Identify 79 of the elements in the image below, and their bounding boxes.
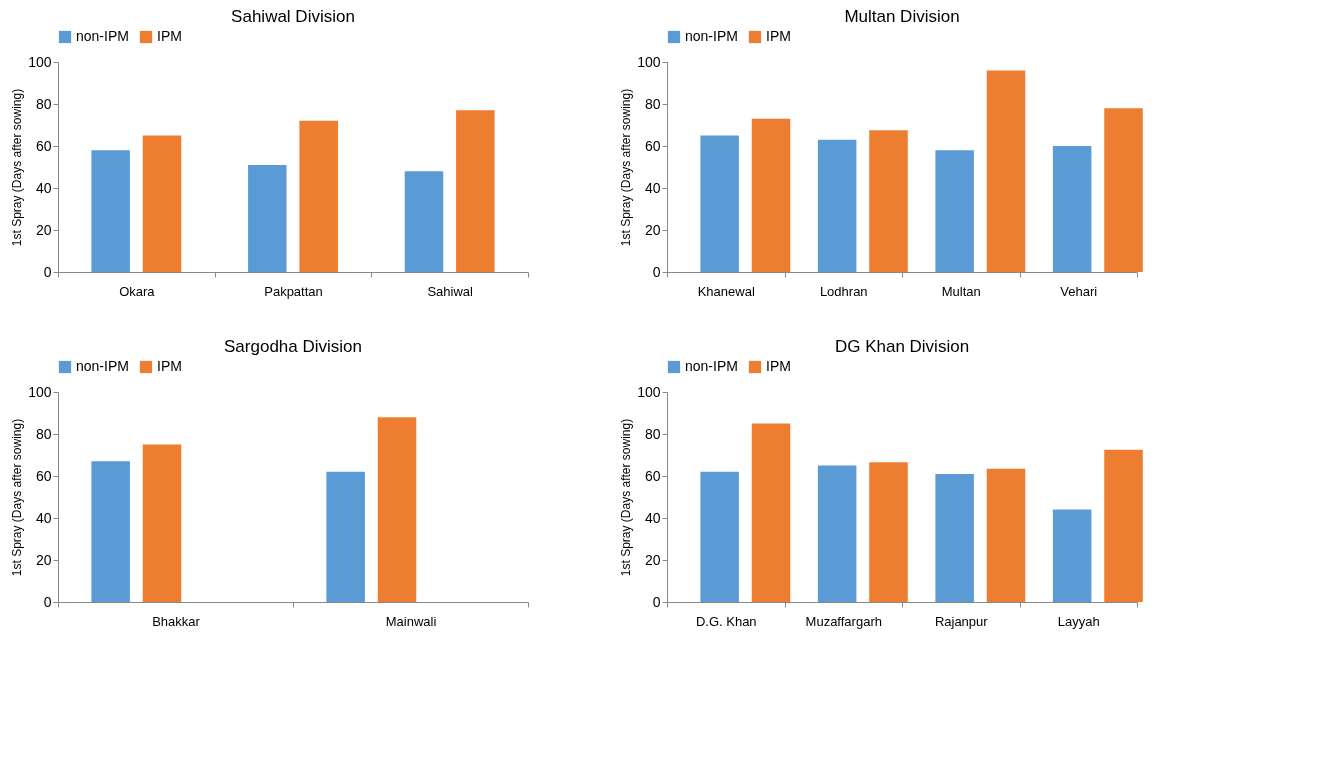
bar [817, 139, 857, 272]
bar [299, 120, 338, 272]
x-tick-label: D.G. Khan [695, 613, 757, 629]
y-tick-label: 60 [644, 467, 661, 484]
legend-label: IPM [766, 358, 791, 374]
bar [1104, 449, 1143, 602]
y-tick-label: 40 [35, 509, 52, 526]
y-tick-label: 0 [652, 593, 661, 610]
bar [869, 462, 908, 602]
bar [986, 70, 1026, 272]
y-tick-label: 100 [637, 383, 661, 400]
x-tick-label: Sahiwal [427, 283, 474, 299]
bar [1052, 509, 1092, 602]
bar [1104, 108, 1143, 272]
bar [404, 171, 444, 272]
bar [456, 110, 495, 272]
x-tick-label: Rajanpur [934, 613, 989, 629]
y-tick-label: 0 [43, 263, 52, 280]
y-tick-label: 20 [35, 221, 52, 238]
y-tick-label: 40 [35, 179, 52, 196]
y-tick-label: 20 [644, 551, 661, 568]
y-tick-label: 60 [644, 137, 661, 154]
chart-title: Sahiwal Division [231, 7, 355, 26]
bar [700, 135, 739, 272]
legend-label: IPM [157, 28, 182, 44]
y-tick-label: 20 [644, 221, 661, 238]
x-tick-label: Okara [119, 283, 156, 299]
bar [751, 118, 791, 272]
legend-label: non-IPM [685, 358, 738, 374]
x-tick-label: Lodhran [819, 283, 868, 299]
y-tick-label: 60 [35, 137, 52, 154]
bar [751, 423, 791, 602]
legend-label: non-IPM [76, 28, 129, 44]
bar [326, 471, 365, 602]
x-tick-label: Vehari [1060, 283, 1098, 299]
bar [91, 461, 130, 602]
bar [935, 150, 974, 272]
y-axis-title: 1st Spray (Days after sowing) [10, 88, 25, 247]
y-tick-label: 100 [28, 383, 52, 400]
y-tick-label: 0 [652, 263, 661, 280]
legend-label: IPM [766, 28, 791, 44]
bar [700, 471, 739, 602]
y-tick-label: 60 [35, 467, 52, 484]
bar [142, 135, 182, 272]
x-tick-label: Pakpattan [264, 283, 323, 299]
y-tick-label: 80 [644, 95, 661, 112]
bar [91, 150, 130, 272]
x-tick-label: Multan [941, 283, 981, 299]
y-tick-label: 0 [43, 593, 52, 610]
legend-label: non-IPM [685, 28, 738, 44]
y-tick-label: 20 [35, 551, 52, 568]
bar [817, 465, 857, 602]
y-tick-label: 80 [35, 95, 52, 112]
bar [142, 444, 182, 602]
y-tick-label: 40 [644, 179, 661, 196]
chart-title: Sargodha Division [224, 337, 362, 356]
y-axis-title: 1st Spray (Days after sowing) [619, 418, 634, 577]
y-tick-label: 80 [644, 425, 661, 442]
legend-label: IPM [157, 358, 182, 374]
y-axis-title: 1st Spray (Days after sowing) [10, 418, 25, 577]
x-tick-label: Khanewal [697, 283, 755, 299]
bar [248, 164, 287, 272]
y-tick-label: 100 [637, 53, 661, 70]
y-tick-label: 80 [35, 425, 52, 442]
chart-title: DG Khan Division [834, 337, 970, 356]
legend-label: non-IPM [76, 358, 129, 374]
y-tick-label: 100 [28, 53, 52, 70]
x-tick-label: Bhakkar [152, 613, 201, 629]
x-tick-label: Layyah [1057, 613, 1100, 629]
y-tick-label: 40 [644, 509, 661, 526]
x-tick-label: Muzaffargarh [805, 613, 882, 629]
x-tick-label: Mainwali [385, 613, 437, 629]
bar [1052, 146, 1092, 272]
bar [986, 468, 1026, 602]
bar [869, 130, 908, 272]
y-axis-title: 1st Spray (Days after sowing) [619, 88, 634, 247]
chart-title: Multan Division [844, 7, 960, 26]
bar [935, 473, 974, 602]
bar [377, 417, 417, 602]
